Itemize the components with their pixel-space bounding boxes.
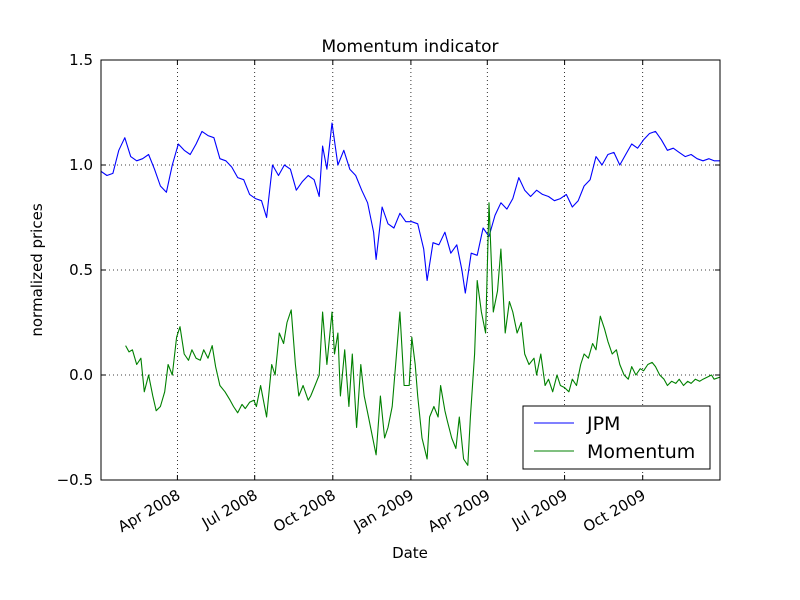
legend-label-momentum: Momentum: [587, 441, 695, 463]
y-tick-label: 0.0: [69, 366, 93, 384]
y-tick-label: 0.5: [69, 261, 93, 279]
series-layer: [100, 122, 721, 466]
legend-label-jpm: JPM: [586, 413, 620, 435]
y-axis-label: normalized prices: [28, 203, 46, 336]
series-line-momentum: [125, 202, 721, 466]
series-line-jpm: [100, 122, 720, 294]
x-axis-label: Date: [392, 544, 428, 562]
legend: JPM Momentum: [522, 405, 711, 470]
y-tick-label: 1.5: [69, 51, 93, 69]
y-tick-label: −0.5: [57, 471, 93, 489]
chart-title: Momentum indicator: [321, 37, 498, 57]
legend-box: [522, 405, 711, 470]
y-tick-label: 1.0: [69, 156, 93, 174]
